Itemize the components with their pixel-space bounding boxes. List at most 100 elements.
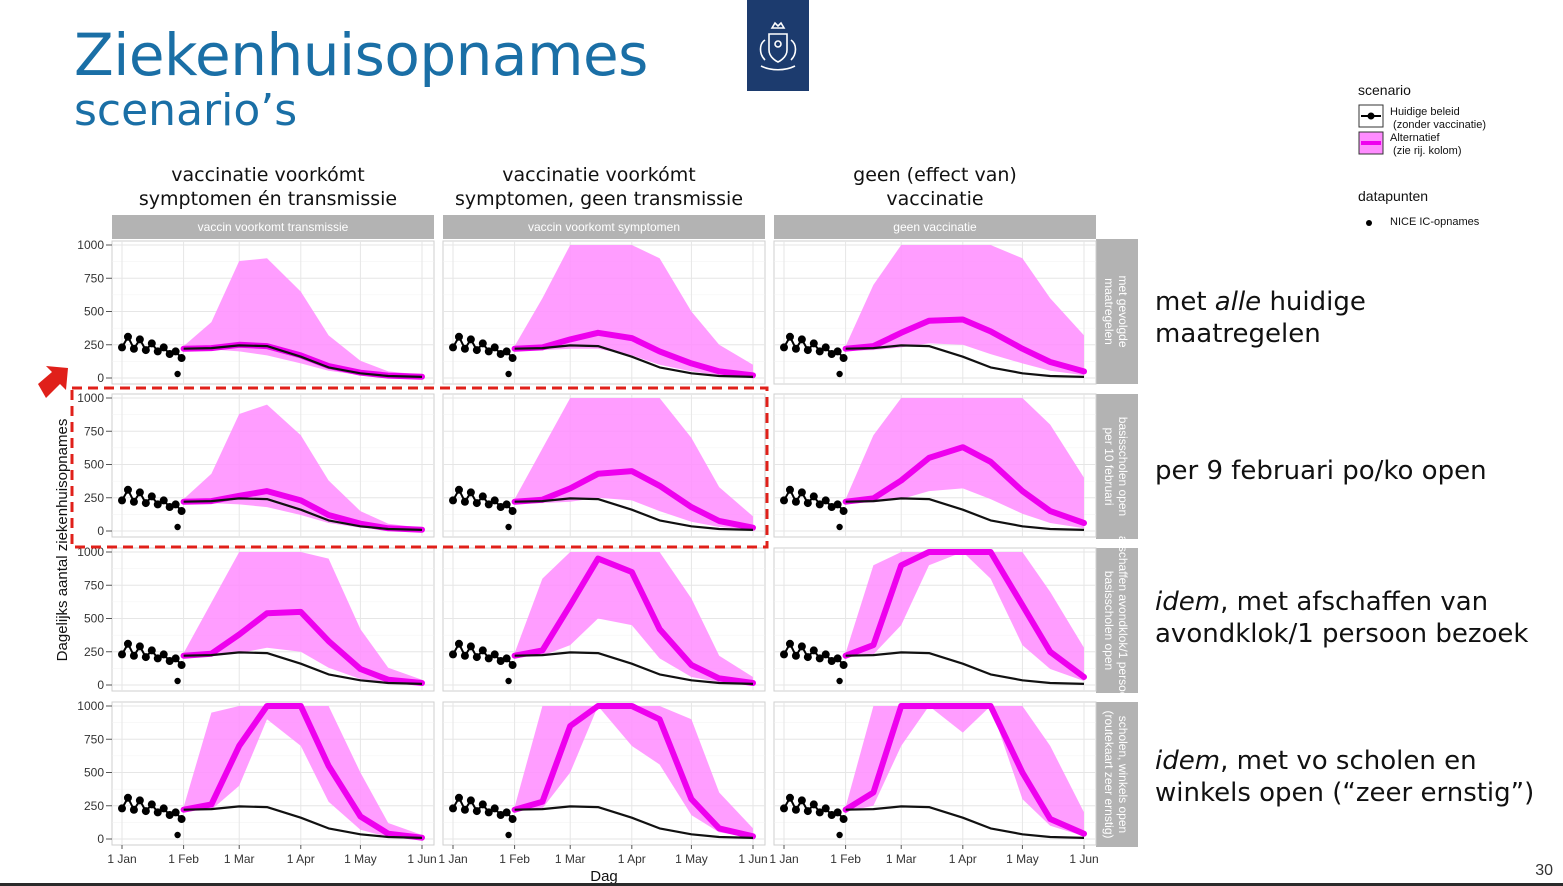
observed-point	[502, 347, 511, 356]
observed-point	[827, 350, 836, 359]
baseline-line	[845, 344, 1085, 378]
row-strip-label-1-line1: met gevolgde	[1116, 275, 1130, 347]
column-strip-label-1: vaccin voorkomt transmissie	[198, 220, 349, 234]
y-tick-label: 500	[84, 612, 104, 626]
panel-content-r4c1	[112, 702, 434, 845]
observed-point	[496, 350, 505, 359]
observed-point	[449, 650, 457, 659]
column-heading-2-line2: symptomen, geen transmissie	[454, 188, 744, 210]
row-description-4-emphasis: idem	[1155, 746, 1221, 776]
observed-point	[123, 332, 132, 341]
observed-point	[496, 657, 505, 666]
row-strip-3	[1096, 548, 1138, 693]
panel-content-r2c3	[774, 394, 1096, 537]
observed-point	[478, 492, 487, 501]
observed-point	[827, 657, 836, 666]
observed-point	[449, 804, 457, 813]
panel-content-r4c3	[774, 702, 1096, 845]
y-tick-label: 0	[97, 678, 104, 692]
legend-datapoints-label: NICE IC-opnames	[1390, 216, 1480, 228]
panel-content-r1c3	[774, 241, 1096, 384]
row-strip-label-3-line2: basisscholen open	[1102, 571, 1116, 670]
observed-point	[780, 343, 788, 352]
panel-content-r1c1	[112, 241, 434, 384]
row-description-1-emphasis: alle	[1214, 287, 1262, 317]
uncertainty-band	[845, 552, 1084, 681]
observed-point	[460, 497, 469, 506]
observed-point	[129, 497, 138, 506]
observed-point	[118, 650, 126, 659]
row-strip-label-2-line2: per 10 februari	[1102, 427, 1116, 505]
legend-scenario-title: scenario	[1358, 82, 1411, 98]
observed-point	[171, 500, 180, 509]
observed-point	[177, 507, 186, 516]
observed-point	[466, 335, 475, 344]
observed-point	[141, 653, 150, 662]
legend-keys	[1358, 104, 1384, 155]
observed-point	[791, 651, 800, 660]
y-tick-label: 1000	[77, 391, 104, 405]
baseline-line	[183, 344, 423, 378]
observed-point	[490, 496, 499, 505]
observed-point	[833, 347, 842, 356]
x-tick-label: 1 May	[675, 852, 708, 866]
observed-point-outlier	[505, 677, 512, 685]
y-tick-label: 0	[97, 524, 104, 538]
highlight-box	[70, 386, 769, 549]
baseline-line	[514, 651, 754, 685]
observed-point	[159, 496, 168, 505]
observed-point	[496, 503, 505, 512]
baseline-line	[514, 344, 754, 378]
observed-point	[785, 639, 794, 648]
y-tick-label: 1000	[77, 238, 104, 252]
x-tick-label: 1 Jan	[107, 852, 136, 866]
observed-point	[472, 653, 481, 662]
uncertainty-band	[845, 706, 1084, 837]
y-tick-label: 250	[84, 491, 104, 505]
observed-point	[839, 661, 848, 670]
observed-point	[809, 339, 818, 348]
y-tick-label: 250	[84, 799, 104, 813]
observed-point	[478, 646, 487, 655]
column-heading-3: geen (effect van) vaccinatie	[770, 163, 1100, 211]
observed-point	[508, 815, 517, 824]
baseline-line	[514, 497, 754, 531]
observed-point	[478, 800, 487, 809]
observed-point	[797, 335, 806, 344]
observed-point	[466, 796, 475, 805]
observed-point	[118, 804, 126, 813]
row-description-2-text: per 9 februari po/ko open	[1155, 456, 1487, 486]
column-heading-3-line1: geen (effect van)	[853, 164, 1017, 186]
observed-point	[490, 804, 499, 813]
observed-point-outlier	[836, 370, 843, 378]
observed-point	[821, 496, 830, 505]
baseline-line	[514, 805, 754, 839]
observed-point	[135, 335, 144, 344]
panel-content-r3c3	[774, 548, 1096, 691]
alternative-line	[511, 555, 756, 686]
y-tick-label: 0	[97, 832, 104, 846]
observed-point	[147, 492, 156, 501]
observed-point-outlier	[505, 370, 512, 378]
observed-point	[502, 500, 511, 509]
observed-point	[449, 343, 457, 352]
observed-point	[466, 488, 475, 497]
legend-item-baseline-line1: Huidige beleid	[1390, 106, 1460, 118]
slide-title: Ziekenhuisopnames	[74, 21, 648, 89]
legend-datapoint-key	[1366, 220, 1372, 226]
row-strip-label-2-line1: basisscholen open	[1116, 417, 1130, 516]
column-heading-2-line1: vaccinatie voorkómt	[502, 164, 696, 186]
observed-point	[123, 639, 132, 648]
column-strip-label-3: geen vaccinatie	[893, 220, 977, 234]
panel-content-r3c2	[443, 548, 765, 691]
legend-key-baseline-dot	[1367, 112, 1375, 120]
observed-point	[165, 657, 174, 666]
observed-point	[496, 811, 505, 820]
x-tick-label: 1 Apr	[618, 852, 646, 866]
observed-point	[815, 808, 824, 817]
observed-point	[153, 654, 162, 663]
row-description-4-line2: winkels open (“zeer ernstig”)	[1155, 778, 1535, 808]
y-tick-label: 500	[84, 766, 104, 780]
